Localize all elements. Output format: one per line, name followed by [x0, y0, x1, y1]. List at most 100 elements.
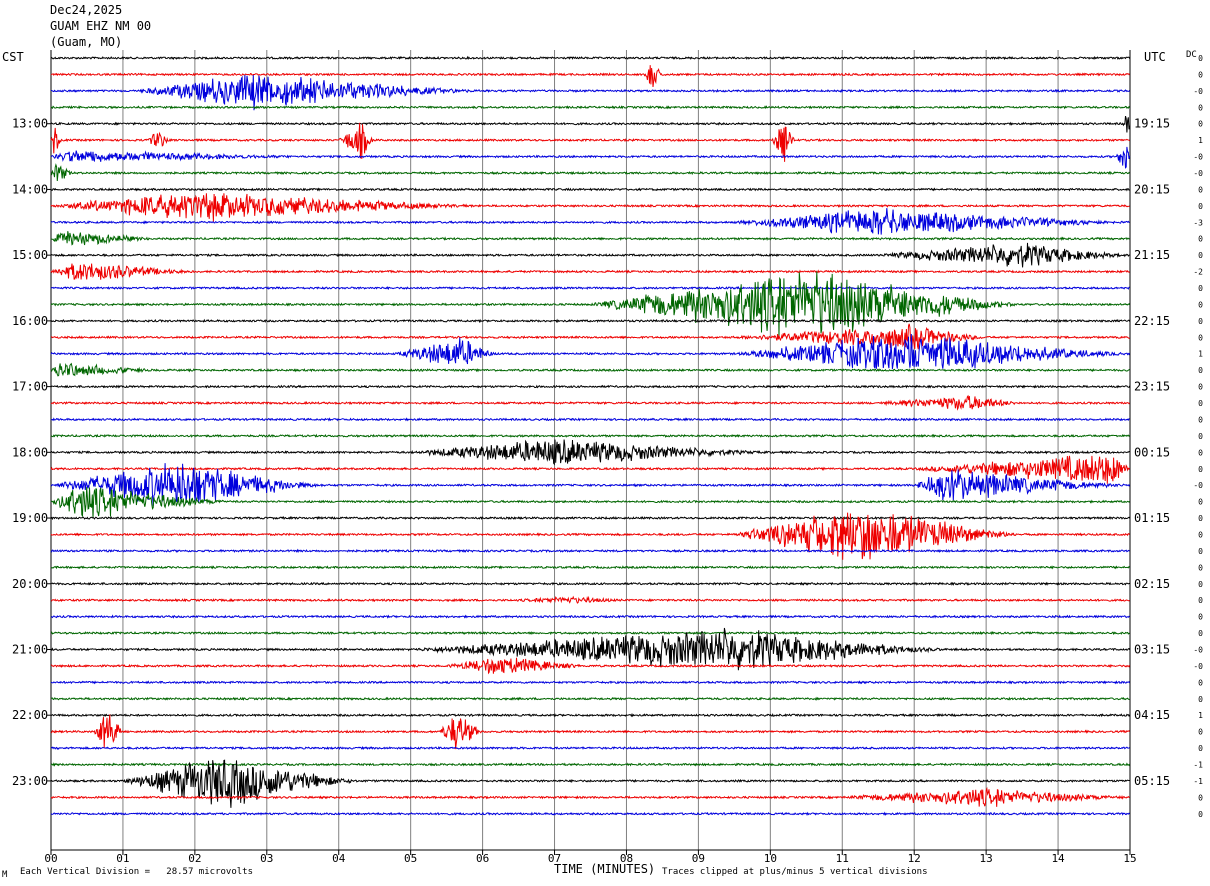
- left-timezone-label: CST: [2, 50, 24, 64]
- trace-line: [50, 657, 1131, 675]
- dc-offset-value: 0: [1198, 613, 1203, 622]
- left-hour-label: 23:00: [12, 774, 48, 788]
- header-location: (Guam, MO): [50, 35, 123, 49]
- dc-offset-value: 0: [1198, 678, 1203, 687]
- trace-line: [50, 417, 1130, 422]
- left-hour-label: 19:00: [12, 511, 48, 525]
- trace-line: [50, 163, 1131, 182]
- dc-offset-value: 0: [1198, 728, 1203, 737]
- clip-note: Traces clipped at plus/minus 5 vertical …: [662, 867, 928, 877]
- right-timezone-label: UTC: [1144, 50, 1166, 64]
- trace-line: [50, 548, 1130, 554]
- x-tick-label: 02: [188, 852, 201, 865]
- dc-offset-value: 0: [1198, 580, 1203, 589]
- header-station: GUAM EHZ NM 00: [50, 19, 152, 33]
- left-hour-label: 20:00: [12, 577, 48, 591]
- right-hour-label: 23:15: [1134, 380, 1170, 394]
- trace-line: [50, 362, 1130, 377]
- dc-offset-value: 0: [1198, 284, 1203, 293]
- dc-offset-value: 1: [1198, 711, 1203, 720]
- dc-offset-value: 0: [1198, 695, 1203, 704]
- right-hour-label: 01:15: [1134, 511, 1170, 525]
- trace-line: [50, 115, 1131, 133]
- trace-line: [50, 333, 1131, 370]
- trace-line: [50, 614, 1131, 619]
- dc-offset-value: -1: [1193, 760, 1203, 769]
- right-hour-label: 21:15: [1134, 248, 1170, 262]
- dc-offset-value: 0: [1198, 235, 1203, 244]
- dc-offset-value: -2: [1193, 268, 1203, 277]
- dc-column-label: DC: [1186, 50, 1197, 60]
- x-tick-label: 14: [1051, 852, 1065, 865]
- dc-offset-value: 0: [1198, 120, 1203, 129]
- trace-line: [50, 565, 1131, 570]
- trace-line: [50, 487, 1131, 519]
- dc-offset-value: 0: [1198, 629, 1203, 638]
- trace-line: [50, 759, 1130, 808]
- trace-line: [50, 627, 1131, 671]
- dc-offset-value: 0: [1198, 366, 1203, 375]
- right-hour-label: 05:15: [1134, 774, 1170, 788]
- trace-line: [50, 271, 1131, 338]
- x-tick-label: 03: [260, 852, 273, 865]
- scale-note: Each Vertical Division = 28.57 microvolt…: [20, 867, 253, 877]
- left-hour-label: 13:00: [12, 117, 48, 131]
- trace-line: [50, 696, 1130, 701]
- left-hour-label: 15:00: [12, 248, 48, 262]
- dc-offset-value: 0: [1198, 448, 1203, 457]
- trace-line: [50, 105, 1131, 110]
- trace-line: [50, 122, 1131, 162]
- dc-offset-value: -1: [1193, 777, 1203, 786]
- trace-line: [50, 323, 1130, 350]
- right-hour-label: 00:15: [1134, 445, 1170, 459]
- left-hour-label: 22:00: [12, 708, 48, 722]
- dc-offset-value: 0: [1198, 547, 1203, 556]
- dc-offset-value: -0: [1193, 87, 1203, 96]
- dc-offset-value: -3: [1193, 218, 1203, 227]
- dc-offset-value: 0: [1198, 744, 1203, 753]
- dc-offset-value: 0: [1198, 70, 1203, 79]
- right-hour-label: 22:15: [1134, 314, 1170, 328]
- dc-offset-value: 0: [1198, 300, 1203, 309]
- trace-line: [50, 463, 1131, 506]
- x-tick-label: 08: [620, 852, 633, 865]
- trace-line: [50, 680, 1131, 685]
- dc-offset-value: 0: [1198, 383, 1203, 392]
- dc-offset-value: 0: [1198, 432, 1203, 441]
- trace-line: [50, 263, 1131, 280]
- right-hour-label: 04:15: [1134, 708, 1170, 722]
- x-axis-title: TIME (MINUTES): [554, 862, 656, 876]
- x-tick-label: 11: [836, 852, 849, 865]
- dc-offset-value: 0: [1198, 498, 1203, 507]
- trace-line: [50, 318, 1131, 324]
- dc-offset-value: 1: [1198, 350, 1203, 359]
- corner-mark: M: [2, 870, 8, 880]
- trace-line: [50, 146, 1131, 169]
- dc-offset-value: 0: [1198, 317, 1203, 326]
- trace-line: [50, 433, 1131, 439]
- x-tick-label: 05: [404, 852, 417, 865]
- dc-offset-value: 0: [1198, 251, 1203, 260]
- x-tick-label: 04: [332, 852, 346, 865]
- dc-offset-value: 0: [1198, 793, 1203, 802]
- dc-offset-value: 0: [1198, 103, 1203, 112]
- trace-line: [50, 187, 1130, 192]
- trace-line: [50, 786, 1130, 807]
- trace-line: [50, 811, 1131, 816]
- x-tick-label: 07: [548, 852, 561, 865]
- x-tick-label: 15: [1123, 852, 1136, 865]
- dc-offset-value: 0: [1198, 415, 1203, 424]
- trace-line: [50, 208, 1130, 235]
- dc-offset-value: 0: [1198, 514, 1203, 523]
- dc-offset-value: 0: [1198, 810, 1203, 819]
- trace-line: [50, 455, 1131, 484]
- x-tick-label: 06: [476, 852, 489, 865]
- header-date: Dec24,2025: [50, 3, 123, 17]
- dc-offset-value: -0: [1193, 153, 1203, 162]
- right-hour-label: 02:15: [1134, 577, 1170, 591]
- x-tick-label: 13: [980, 852, 993, 865]
- right-hour-label: 20:15: [1134, 182, 1170, 196]
- trace-line: [50, 285, 1130, 291]
- dc-offset-value: -0: [1193, 169, 1203, 178]
